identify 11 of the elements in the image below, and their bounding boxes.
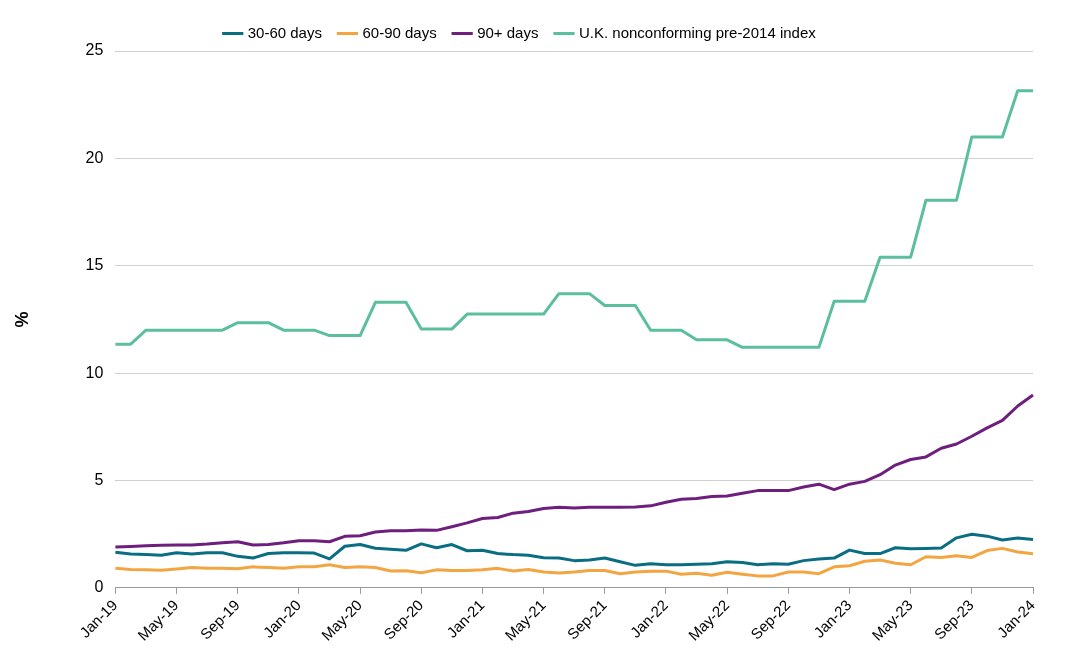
legend-label: U.K. nonconforming pre-2014 index — [578, 23, 817, 41]
y-tick-label: 20 — [85, 148, 104, 166]
y-tick-label: 5 — [94, 470, 104, 488]
legend-label: 60-90 days — [362, 23, 437, 41]
y-tick-label: 10 — [85, 363, 104, 381]
legend-label: 30-60 days — [247, 23, 322, 41]
legend-label: 90+ days — [477, 23, 539, 41]
y-tick-label: 0 — [94, 578, 104, 596]
y-tick-label: 15 — [85, 256, 104, 274]
y-tick-label: 25 — [85, 41, 104, 59]
y-axis-title: % — [11, 311, 32, 328]
